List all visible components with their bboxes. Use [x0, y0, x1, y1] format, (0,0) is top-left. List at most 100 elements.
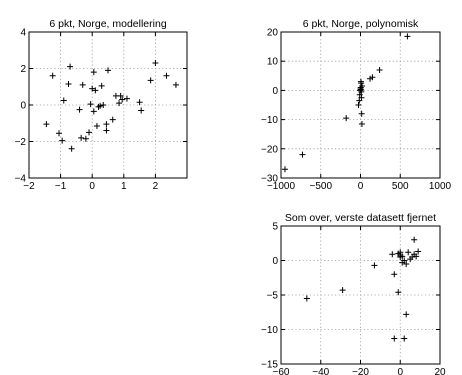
x-tick-label: −1	[55, 181, 67, 192]
x-tick-label: 1000	[429, 181, 452, 192]
data-point-marker	[355, 102, 362, 108]
data-point-marker	[411, 251, 418, 258]
chart-title: 6 pkt, Norge, polynomisk	[303, 18, 419, 30]
y-tick-label: −4	[15, 174, 27, 185]
y-tick-label: −30	[261, 174, 278, 185]
data-point-marker	[281, 166, 288, 173]
data-point-marker	[369, 74, 376, 81]
data-point-marker	[92, 87, 99, 94]
y-tick-label: 0	[272, 86, 278, 97]
data-point-marker	[415, 248, 422, 255]
data-point-marker	[98, 82, 105, 89]
data-point-marker	[395, 289, 402, 296]
subplot-polynomisk: −1000 −500 0 500 1000 −30 −20 −10 0 10 20 6 pkt, No…	[261, 18, 452, 192]
data-point-marker	[403, 260, 410, 267]
data-point-marker	[391, 271, 398, 278]
data-point-marker	[138, 107, 145, 114]
x-tick-label: 20	[434, 367, 446, 375]
data-point-marker	[357, 78, 364, 85]
data-point-marker	[358, 120, 365, 127]
data-point-marker	[100, 102, 107, 108]
data-point-marker	[105, 67, 111, 74]
data-point-marker	[97, 102, 104, 109]
data-point-marker	[79, 81, 86, 88]
data-point-marker	[56, 130, 63, 137]
data-point-marker	[401, 257, 408, 264]
data-point-marker	[403, 311, 410, 318]
data-point-marker	[411, 236, 418, 243]
data-point-marker	[103, 127, 110, 134]
y-tick-label: −2	[15, 137, 27, 148]
data-point-marker	[119, 96, 126, 103]
data-point-marker	[389, 251, 396, 258]
y-tick-label: 0	[272, 256, 278, 267]
data-point-marker	[82, 135, 89, 142]
data-point-marker	[103, 121, 110, 128]
chart-title: 6 pkt, Norge, modellering	[49, 18, 166, 30]
data-point-marker	[404, 33, 411, 40]
data-point-marker	[86, 129, 93, 136]
data-point-marker	[339, 287, 346, 294]
data-point-marker	[43, 121, 50, 128]
data-point-marker	[399, 253, 406, 260]
data-point-marker	[68, 145, 75, 152]
y-tick-label: −10	[261, 325, 278, 336]
data-point-marker	[117, 92, 124, 99]
data-point-marker	[123, 95, 130, 102]
y-tick-label: −20	[261, 144, 278, 155]
y-tick-label: −10	[261, 115, 278, 126]
y-tick-label: 20	[267, 28, 279, 39]
data-point-marker	[90, 108, 97, 115]
x-tick-label: −60	[273, 367, 290, 375]
data-point-marker	[78, 134, 85, 141]
data-point-marker	[116, 100, 123, 107]
data-point-marker	[136, 99, 143, 106]
data-point-marker	[65, 81, 72, 88]
y-tick-label: 10	[267, 57, 279, 68]
data-point-marker	[391, 335, 398, 342]
data-point-marker	[59, 137, 66, 144]
data-point-marker	[299, 151, 306, 158]
data-point-marker	[359, 83, 366, 90]
data-point-marker	[172, 81, 179, 88]
x-tick-label: −500	[309, 181, 332, 192]
subplot-verste-fjernet: −60 −40 −20 0 20 −15 −10 −5 0 5 Som over, verste d…	[261, 212, 446, 375]
x-tick-label: −20	[352, 367, 369, 375]
data-point-marker	[405, 249, 412, 256]
x-tick-label: 0	[358, 181, 364, 192]
y-tick-label: 4	[20, 28, 26, 39]
data-point-marker	[90, 69, 97, 76]
data-point-marker	[93, 122, 100, 129]
data-point-marker	[89, 85, 96, 92]
chart-title: Som over, verste datasett fjernet	[285, 212, 436, 224]
data-point-marker	[358, 88, 365, 95]
data-point-marker	[76, 106, 83, 113]
data-point-marker	[358, 110, 365, 117]
data-point-marker	[303, 295, 310, 302]
data-point-marker	[67, 63, 74, 70]
x-tick-label: 1	[121, 181, 127, 192]
data-point-marker	[401, 335, 408, 342]
x-tick-label: 2	[153, 181, 159, 192]
x-tick-label: 0	[89, 181, 95, 192]
y-tick-label: −15	[261, 360, 278, 371]
y-tick-label: 0	[20, 101, 26, 112]
data-point-marker	[49, 72, 56, 79]
y-tick-label: 2	[20, 64, 26, 75]
y-tick-label: −5	[267, 291, 279, 302]
x-tick-label: −2	[23, 181, 35, 192]
data-point-marker	[87, 101, 94, 108]
plot-frame	[280, 225, 441, 365]
data-point-marker	[343, 115, 350, 122]
x-tick-label: −1000	[267, 181, 296, 192]
data-point-marker	[163, 72, 170, 79]
data-point-marker	[358, 94, 365, 101]
x-tick-label: 0	[397, 367, 403, 375]
data-point-marker	[371, 262, 378, 269]
x-tick-label: 500	[392, 181, 409, 192]
data-point-marker	[376, 66, 383, 73]
plot-frame	[280, 31, 441, 179]
y-tick-label: 5	[272, 222, 278, 233]
